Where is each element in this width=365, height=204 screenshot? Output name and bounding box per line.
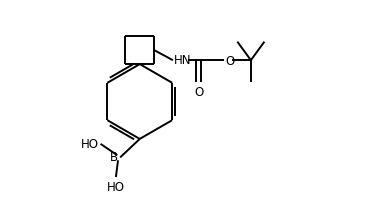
Text: O: O <box>194 86 203 99</box>
Text: B: B <box>110 151 118 163</box>
Text: HO: HO <box>107 180 125 193</box>
Text: HN: HN <box>174 54 192 67</box>
Text: O: O <box>226 54 235 67</box>
Text: HO: HO <box>81 138 99 151</box>
